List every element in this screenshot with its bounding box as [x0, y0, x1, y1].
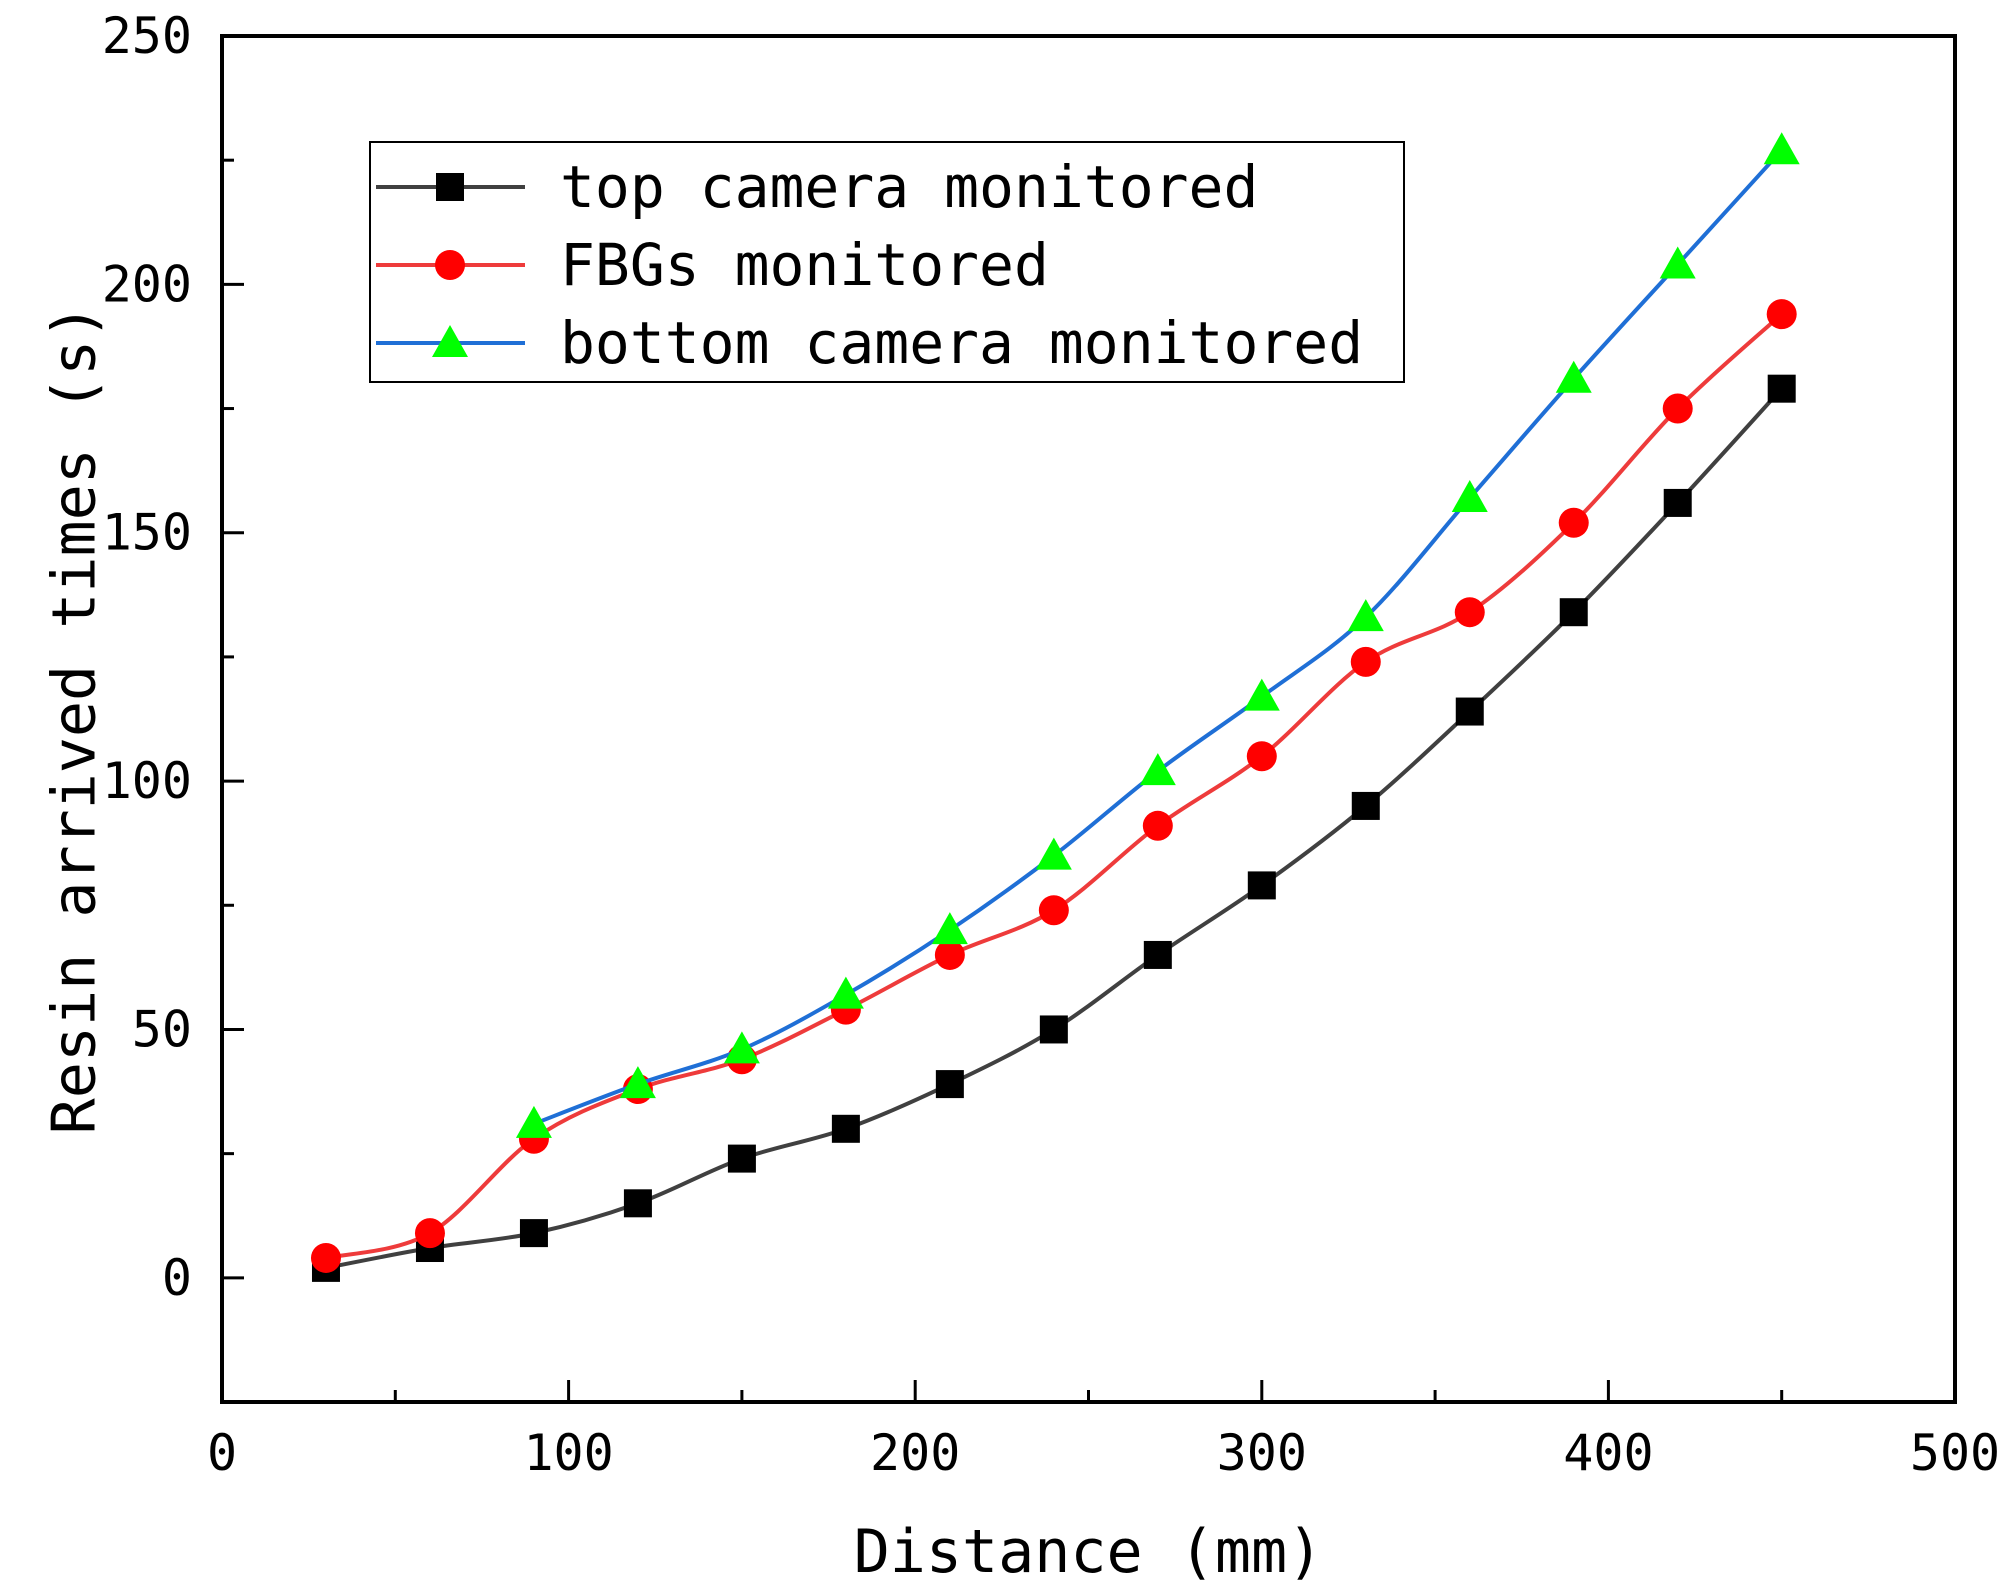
legend: top camera monitored FBGs monitored bottom…: [369, 141, 1405, 383]
data-point: [1763, 132, 1800, 165]
legend-marker: [432, 325, 468, 357]
data-point: [1142, 810, 1173, 841]
data-point: [1451, 479, 1488, 512]
legend-marker: [435, 250, 465, 280]
y-axis-title: Resin arrived times (s): [40, 304, 110, 1135]
data-point: [1247, 871, 1276, 900]
plot-area: [310, 132, 1800, 1282]
data-point: [1035, 837, 1072, 870]
data-point: [1139, 753, 1176, 786]
data-point: [1039, 1015, 1068, 1044]
data-point: [1038, 895, 1069, 926]
data-point: [619, 1066, 656, 1099]
series-1: [310, 299, 1797, 1273]
legend-label: top camera monitored: [560, 153, 1258, 221]
x-tick-label: 300: [1217, 1424, 1307, 1482]
data-point: [935, 1070, 964, 1099]
y-axis: 0 50 100 150 200 250: [102, 7, 244, 1404]
data-point: [515, 1105, 552, 1138]
data-point: [623, 1189, 652, 1218]
data-point: [1246, 741, 1277, 772]
series-line: [325, 312, 1784, 1260]
data-point: [1143, 940, 1172, 969]
data-point: [931, 912, 968, 945]
data-point: [1350, 646, 1381, 677]
x-tick-label: 200: [870, 1424, 960, 1482]
legend-entries: top camera monitored FBGs monitored bottom…: [376, 153, 1363, 377]
x-tick-label: 500: [1910, 1424, 2000, 1482]
data-point: [934, 939, 965, 970]
data-point: [1559, 598, 1588, 627]
legend-marker: [436, 173, 464, 201]
data-point: [1347, 599, 1384, 632]
legend-entry: bottom camera monitored: [376, 309, 1363, 377]
data-point: [1662, 393, 1693, 424]
y-tick-label: 250: [102, 7, 192, 65]
data-point: [414, 1218, 445, 1249]
x-tick-label: 0: [207, 1424, 237, 1482]
x-axis-title: Distance (mm): [854, 1517, 1324, 1587]
legend-box: [369, 141, 1405, 383]
data-point: [519, 1219, 548, 1248]
legend-entry: top camera monitored: [376, 153, 1258, 221]
data-point: [1767, 374, 1796, 403]
y-tick-label: 200: [102, 255, 192, 313]
series-2: [515, 132, 1800, 1138]
y-tick-label: 50: [132, 1000, 192, 1058]
y-tick-label: 150: [102, 504, 192, 562]
data-point: [1659, 246, 1696, 279]
data-point: [1555, 360, 1592, 393]
data-point: [831, 1114, 860, 1143]
series-line: [533, 148, 1784, 1126]
x-tick-label: 100: [523, 1424, 613, 1482]
data-point: [310, 1242, 341, 1273]
data-point: [1454, 597, 1485, 628]
legend-label: bottom camera monitored: [560, 309, 1363, 377]
data-point: [1351, 791, 1380, 820]
data-point: [1558, 507, 1589, 538]
data-point: [1243, 678, 1280, 711]
data-point: [827, 976, 864, 1009]
x-tick-label: 400: [1563, 1424, 1653, 1482]
y-tick-label: 100: [102, 752, 192, 810]
data-point: [1663, 488, 1692, 517]
data-point: [727, 1144, 756, 1173]
legend-entry: FBGs monitored: [376, 231, 1049, 299]
x-axis: 0 100 200 300 400 500: [207, 1380, 2000, 1482]
data-point: [723, 1031, 760, 1064]
y-tick-label: 0: [162, 1249, 192, 1307]
legend-label: FBGs monitored: [560, 231, 1049, 299]
data-point: [1766, 299, 1797, 330]
data-point: [1455, 697, 1484, 726]
